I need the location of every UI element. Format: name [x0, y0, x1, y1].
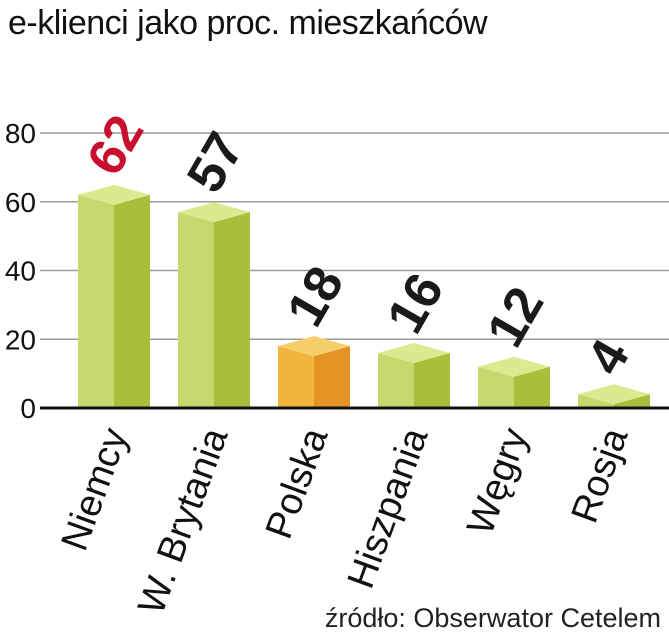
category-label: Niemcy	[54, 423, 137, 556]
chart-title: e-klienci jako proc. mieszkańców	[8, 4, 488, 42]
bar-face-front	[178, 212, 214, 408]
category-label: W. Brytania	[131, 422, 237, 620]
bar-face-top	[578, 384, 650, 405]
bar-face-side	[414, 353, 450, 408]
bar-face-front	[278, 346, 314, 408]
bar-face-side	[214, 212, 250, 408]
bar-face-top	[378, 343, 450, 363]
value-label: 16	[376, 264, 455, 343]
bar-face-front	[578, 394, 614, 408]
value-label: 12	[476, 278, 555, 357]
bar-w-brytania	[178, 202, 250, 408]
bars	[78, 184, 650, 408]
bar-face-front	[478, 366, 514, 408]
category-label: Polska	[258, 422, 337, 544]
y-tick-label: 0	[20, 393, 36, 424]
y-axis-tick-labels: 0 20 40 60 80	[5, 118, 36, 424]
bar-polska	[278, 336, 350, 408]
bar-face-side	[114, 194, 150, 408]
bar-face-top	[478, 356, 550, 377]
category-label: Węgry	[459, 423, 536, 541]
category-label: Rosja	[564, 422, 637, 528]
bar-face-side	[314, 346, 350, 408]
y-tick-label: 20	[5, 324, 36, 355]
value-label: 18	[276, 257, 355, 336]
y-tick-label: 80	[5, 118, 36, 149]
bar-hiszpania	[378, 343, 450, 408]
bar-face-top	[278, 336, 350, 357]
bar-face-top	[178, 202, 250, 223]
value-label: 4	[576, 330, 641, 384]
bar-face-side	[614, 394, 650, 408]
value-label: 57	[176, 123, 255, 202]
bar-face-front	[78, 194, 114, 408]
category-label: Hiszpania	[340, 422, 437, 594]
y-tick-label: 60	[5, 187, 36, 218]
value-label: 62	[76, 106, 155, 185]
value-labels: 62 57 18 16 12 4	[76, 106, 641, 384]
bar-rosja	[578, 384, 650, 408]
source-note: źródło: Obserwator Cetelem	[324, 603, 661, 633]
bar-face-side	[514, 366, 550, 408]
bar-niemcy	[78, 184, 150, 408]
y-tick-label: 40	[5, 256, 36, 287]
bar-face-top	[78, 184, 150, 205]
bar-face-front	[378, 353, 414, 408]
bar-węgry	[478, 356, 550, 408]
